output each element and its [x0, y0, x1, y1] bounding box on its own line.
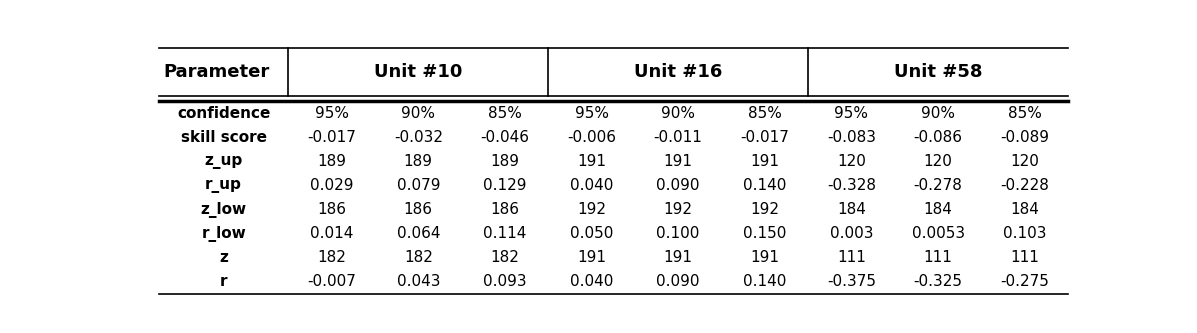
Text: -0.325: -0.325 — [913, 274, 962, 289]
Text: 0.093: 0.093 — [484, 274, 527, 289]
Text: 189: 189 — [491, 154, 519, 169]
Text: 0.114: 0.114 — [484, 226, 527, 241]
Text: 184: 184 — [837, 202, 865, 217]
Text: -0.046: -0.046 — [480, 130, 529, 145]
Text: 0.014: 0.014 — [310, 226, 353, 241]
Text: 186: 186 — [317, 202, 346, 217]
Text: 111: 111 — [1010, 250, 1039, 265]
Text: 0.103: 0.103 — [1003, 226, 1046, 241]
Text: skill score: skill score — [181, 130, 267, 145]
Text: -0.011: -0.011 — [654, 130, 703, 145]
Text: 0.140: 0.140 — [743, 274, 786, 289]
Text: 85%: 85% — [488, 106, 522, 121]
Text: 184: 184 — [924, 202, 953, 217]
Text: 0.043: 0.043 — [396, 274, 440, 289]
Text: r: r — [220, 274, 227, 289]
Text: -0.275: -0.275 — [1001, 274, 1049, 289]
Text: 191: 191 — [751, 250, 779, 265]
Text: 192: 192 — [751, 202, 779, 217]
Text: -0.086: -0.086 — [913, 130, 962, 145]
Text: 85%: 85% — [1008, 106, 1041, 121]
Text: 0.040: 0.040 — [570, 274, 613, 289]
Text: 111: 111 — [924, 250, 953, 265]
Text: 85%: 85% — [748, 106, 782, 121]
Text: -0.007: -0.007 — [308, 274, 356, 289]
Text: 120: 120 — [1010, 154, 1039, 169]
Text: 0.090: 0.090 — [656, 178, 700, 193]
Text: 0.140: 0.140 — [743, 178, 786, 193]
Text: Unit #10: Unit #10 — [375, 63, 462, 81]
Text: 182: 182 — [403, 250, 433, 265]
Text: -0.032: -0.032 — [394, 130, 443, 145]
Text: 191: 191 — [663, 250, 693, 265]
Text: 191: 191 — [751, 154, 779, 169]
Text: 182: 182 — [317, 250, 346, 265]
Text: 191: 191 — [663, 154, 693, 169]
Text: -0.328: -0.328 — [827, 178, 876, 193]
Text: -0.375: -0.375 — [827, 274, 876, 289]
Text: 184: 184 — [1010, 202, 1039, 217]
Text: Unit #58: Unit #58 — [894, 63, 983, 81]
Text: 189: 189 — [317, 154, 346, 169]
Text: 0.003: 0.003 — [830, 226, 873, 241]
Text: -0.017: -0.017 — [308, 130, 356, 145]
Text: 0.050: 0.050 — [570, 226, 613, 241]
Text: z_up: z_up — [205, 154, 243, 169]
Text: 120: 120 — [837, 154, 865, 169]
Text: 192: 192 — [577, 202, 606, 217]
Text: 0.0053: 0.0053 — [911, 226, 965, 241]
Text: 192: 192 — [663, 202, 693, 217]
Text: 0.150: 0.150 — [743, 226, 786, 241]
Text: z_low: z_low — [201, 202, 247, 218]
Text: confidence: confidence — [177, 106, 271, 121]
Text: 189: 189 — [403, 154, 433, 169]
Text: 95%: 95% — [315, 106, 348, 121]
Text: 182: 182 — [491, 250, 519, 265]
Text: 0.064: 0.064 — [396, 226, 440, 241]
Text: r_low: r_low — [201, 226, 247, 242]
Text: 0.090: 0.090 — [656, 274, 700, 289]
Text: -0.228: -0.228 — [1001, 178, 1049, 193]
Text: -0.083: -0.083 — [827, 130, 876, 145]
Text: 191: 191 — [577, 250, 606, 265]
Text: -0.089: -0.089 — [1001, 130, 1050, 145]
Text: 191: 191 — [577, 154, 606, 169]
Text: Parameter: Parameter — [164, 63, 269, 81]
Text: 120: 120 — [924, 154, 953, 169]
Text: 0.079: 0.079 — [396, 178, 440, 193]
Text: 186: 186 — [403, 202, 433, 217]
Text: -0.006: -0.006 — [567, 130, 616, 145]
Text: 111: 111 — [837, 250, 865, 265]
Text: 0.029: 0.029 — [310, 178, 353, 193]
Text: 90%: 90% — [401, 106, 436, 121]
Text: 90%: 90% — [661, 106, 695, 121]
Text: 90%: 90% — [920, 106, 955, 121]
Text: -0.017: -0.017 — [741, 130, 789, 145]
Text: Unit #16: Unit #16 — [634, 63, 722, 81]
Text: 0.040: 0.040 — [570, 178, 613, 193]
Text: 95%: 95% — [834, 106, 869, 121]
Text: 0.129: 0.129 — [484, 178, 527, 193]
Text: 0.100: 0.100 — [656, 226, 700, 241]
Text: 186: 186 — [491, 202, 519, 217]
Text: 95%: 95% — [575, 106, 608, 121]
Text: r_up: r_up — [205, 178, 242, 193]
Text: -0.278: -0.278 — [913, 178, 962, 193]
Text: z: z — [219, 250, 229, 265]
